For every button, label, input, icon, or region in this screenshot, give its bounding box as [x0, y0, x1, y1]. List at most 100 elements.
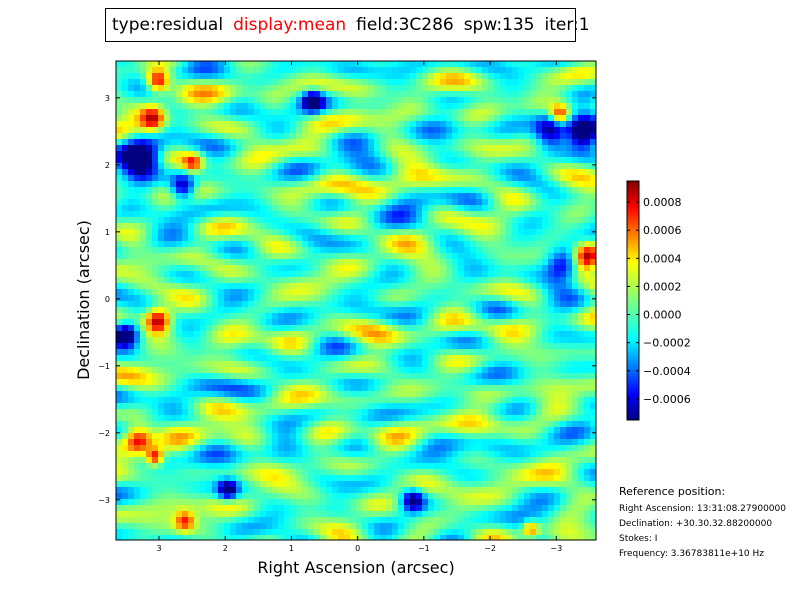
- heatmap-cell: [278, 427, 285, 434]
- heatmap-cell: [206, 433, 213, 440]
- heatmap-cell: [524, 397, 531, 404]
- heatmap-cell: [548, 259, 555, 266]
- heatmap-cell: [482, 199, 489, 206]
- heatmap-cell: [410, 271, 417, 278]
- heatmap-cell: [140, 313, 147, 320]
- heatmap-cell: [512, 139, 519, 146]
- heatmap-cell: [458, 367, 465, 374]
- heatmap-cell: [284, 253, 291, 260]
- heatmap-cell: [272, 121, 279, 128]
- heatmap-cell: [356, 127, 363, 134]
- heatmap-cell: [434, 403, 441, 410]
- heatmap-cell: [434, 127, 441, 134]
- heatmap-cell: [416, 409, 423, 416]
- heatmap-cell: [494, 295, 501, 302]
- heatmap-cell: [524, 133, 531, 140]
- heatmap-cell: [212, 433, 219, 440]
- heatmap-cell: [116, 85, 123, 92]
- heatmap-cell: [266, 289, 273, 296]
- heatmap-cell: [194, 163, 201, 170]
- heatmap-cell: [476, 397, 483, 404]
- heatmap-cell: [416, 211, 423, 218]
- heatmap-cell: [212, 61, 219, 68]
- heatmap-cell: [278, 271, 285, 278]
- heatmap-cell: [272, 319, 279, 326]
- heatmap-cell: [578, 355, 585, 362]
- heatmap-cell: [350, 403, 357, 410]
- heatmap-cell: [326, 145, 333, 152]
- heatmap-cell: [200, 331, 207, 338]
- heatmap-cell: [536, 217, 543, 224]
- heatmap-cell: [194, 283, 201, 290]
- heatmap-cell: [452, 127, 459, 134]
- heatmap-cell: [278, 175, 285, 182]
- heatmap-cell: [356, 379, 363, 386]
- heatmap-cell: [242, 259, 249, 266]
- heatmap-cell: [386, 331, 393, 338]
- heatmap-cell: [392, 247, 399, 254]
- heatmap-cell: [446, 403, 453, 410]
- heatmap-cell: [566, 301, 573, 308]
- heatmap-cell: [146, 223, 153, 230]
- heatmap-cell: [266, 163, 273, 170]
- heatmap-cell: [422, 67, 429, 74]
- heatmap-cell: [452, 373, 459, 380]
- heatmap-cell: [266, 181, 273, 188]
- heatmap-cell: [314, 91, 321, 98]
- heatmap-cell: [512, 313, 519, 320]
- heatmap-cell: [482, 379, 489, 386]
- heatmap-cell: [236, 115, 243, 122]
- heatmap-cell: [326, 283, 333, 290]
- heatmap-cell: [296, 103, 303, 110]
- heatmap-cell: [416, 277, 423, 284]
- heatmap-cell: [512, 121, 519, 128]
- heatmap-cell: [320, 211, 327, 218]
- heatmap-cell: [296, 247, 303, 254]
- heatmap-cell: [554, 373, 561, 380]
- heatmap-cell: [116, 223, 123, 230]
- heatmap-cell: [116, 373, 123, 380]
- heatmap-cell: [212, 361, 219, 368]
- heatmap-cell: [458, 319, 465, 326]
- heatmap-cell: [290, 157, 297, 164]
- heatmap-cell: [386, 139, 393, 146]
- heatmap-cell: [164, 307, 171, 314]
- heatmap-cell: [440, 199, 447, 206]
- heatmap-cell: [554, 409, 561, 416]
- heatmap-cell: [158, 205, 165, 212]
- heatmap-cell: [410, 397, 417, 404]
- heatmap-cell: [122, 289, 129, 296]
- heatmap-cell: [332, 205, 339, 212]
- heatmap-cell: [578, 427, 585, 434]
- heatmap-cell: [512, 67, 519, 74]
- heatmap-cell: [494, 415, 501, 422]
- heatmap-cell: [230, 73, 237, 80]
- heatmap-cell: [524, 325, 531, 332]
- heatmap-cell: [242, 157, 249, 164]
- heatmap-cell: [314, 73, 321, 80]
- heatmap-cell: [548, 349, 555, 356]
- heatmap-cell: [254, 331, 261, 338]
- heatmap-cell: [428, 349, 435, 356]
- heatmap-cell: [254, 157, 261, 164]
- heatmap-cell: [302, 283, 309, 290]
- heatmap-cell: [206, 319, 213, 326]
- heatmap-cell: [476, 295, 483, 302]
- heatmap-cell: [476, 409, 483, 416]
- heatmap-cell: [284, 97, 291, 104]
- heatmap-cell: [482, 175, 489, 182]
- heatmap-cell: [404, 157, 411, 164]
- heatmap-cell: [368, 85, 375, 92]
- heatmap-cell: [446, 355, 453, 362]
- heatmap-cell: [242, 199, 249, 206]
- heatmap-cell: [188, 349, 195, 356]
- heatmap-cell: [296, 199, 303, 206]
- heatmap-cell: [518, 103, 525, 110]
- heatmap-cell: [560, 115, 567, 122]
- heatmap-cell: [170, 91, 177, 98]
- heatmap-cell: [554, 115, 561, 122]
- heatmap-cell: [374, 97, 381, 104]
- heatmap-cell: [386, 355, 393, 362]
- heatmap-cell: [590, 133, 596, 140]
- heatmap-cell: [206, 109, 213, 116]
